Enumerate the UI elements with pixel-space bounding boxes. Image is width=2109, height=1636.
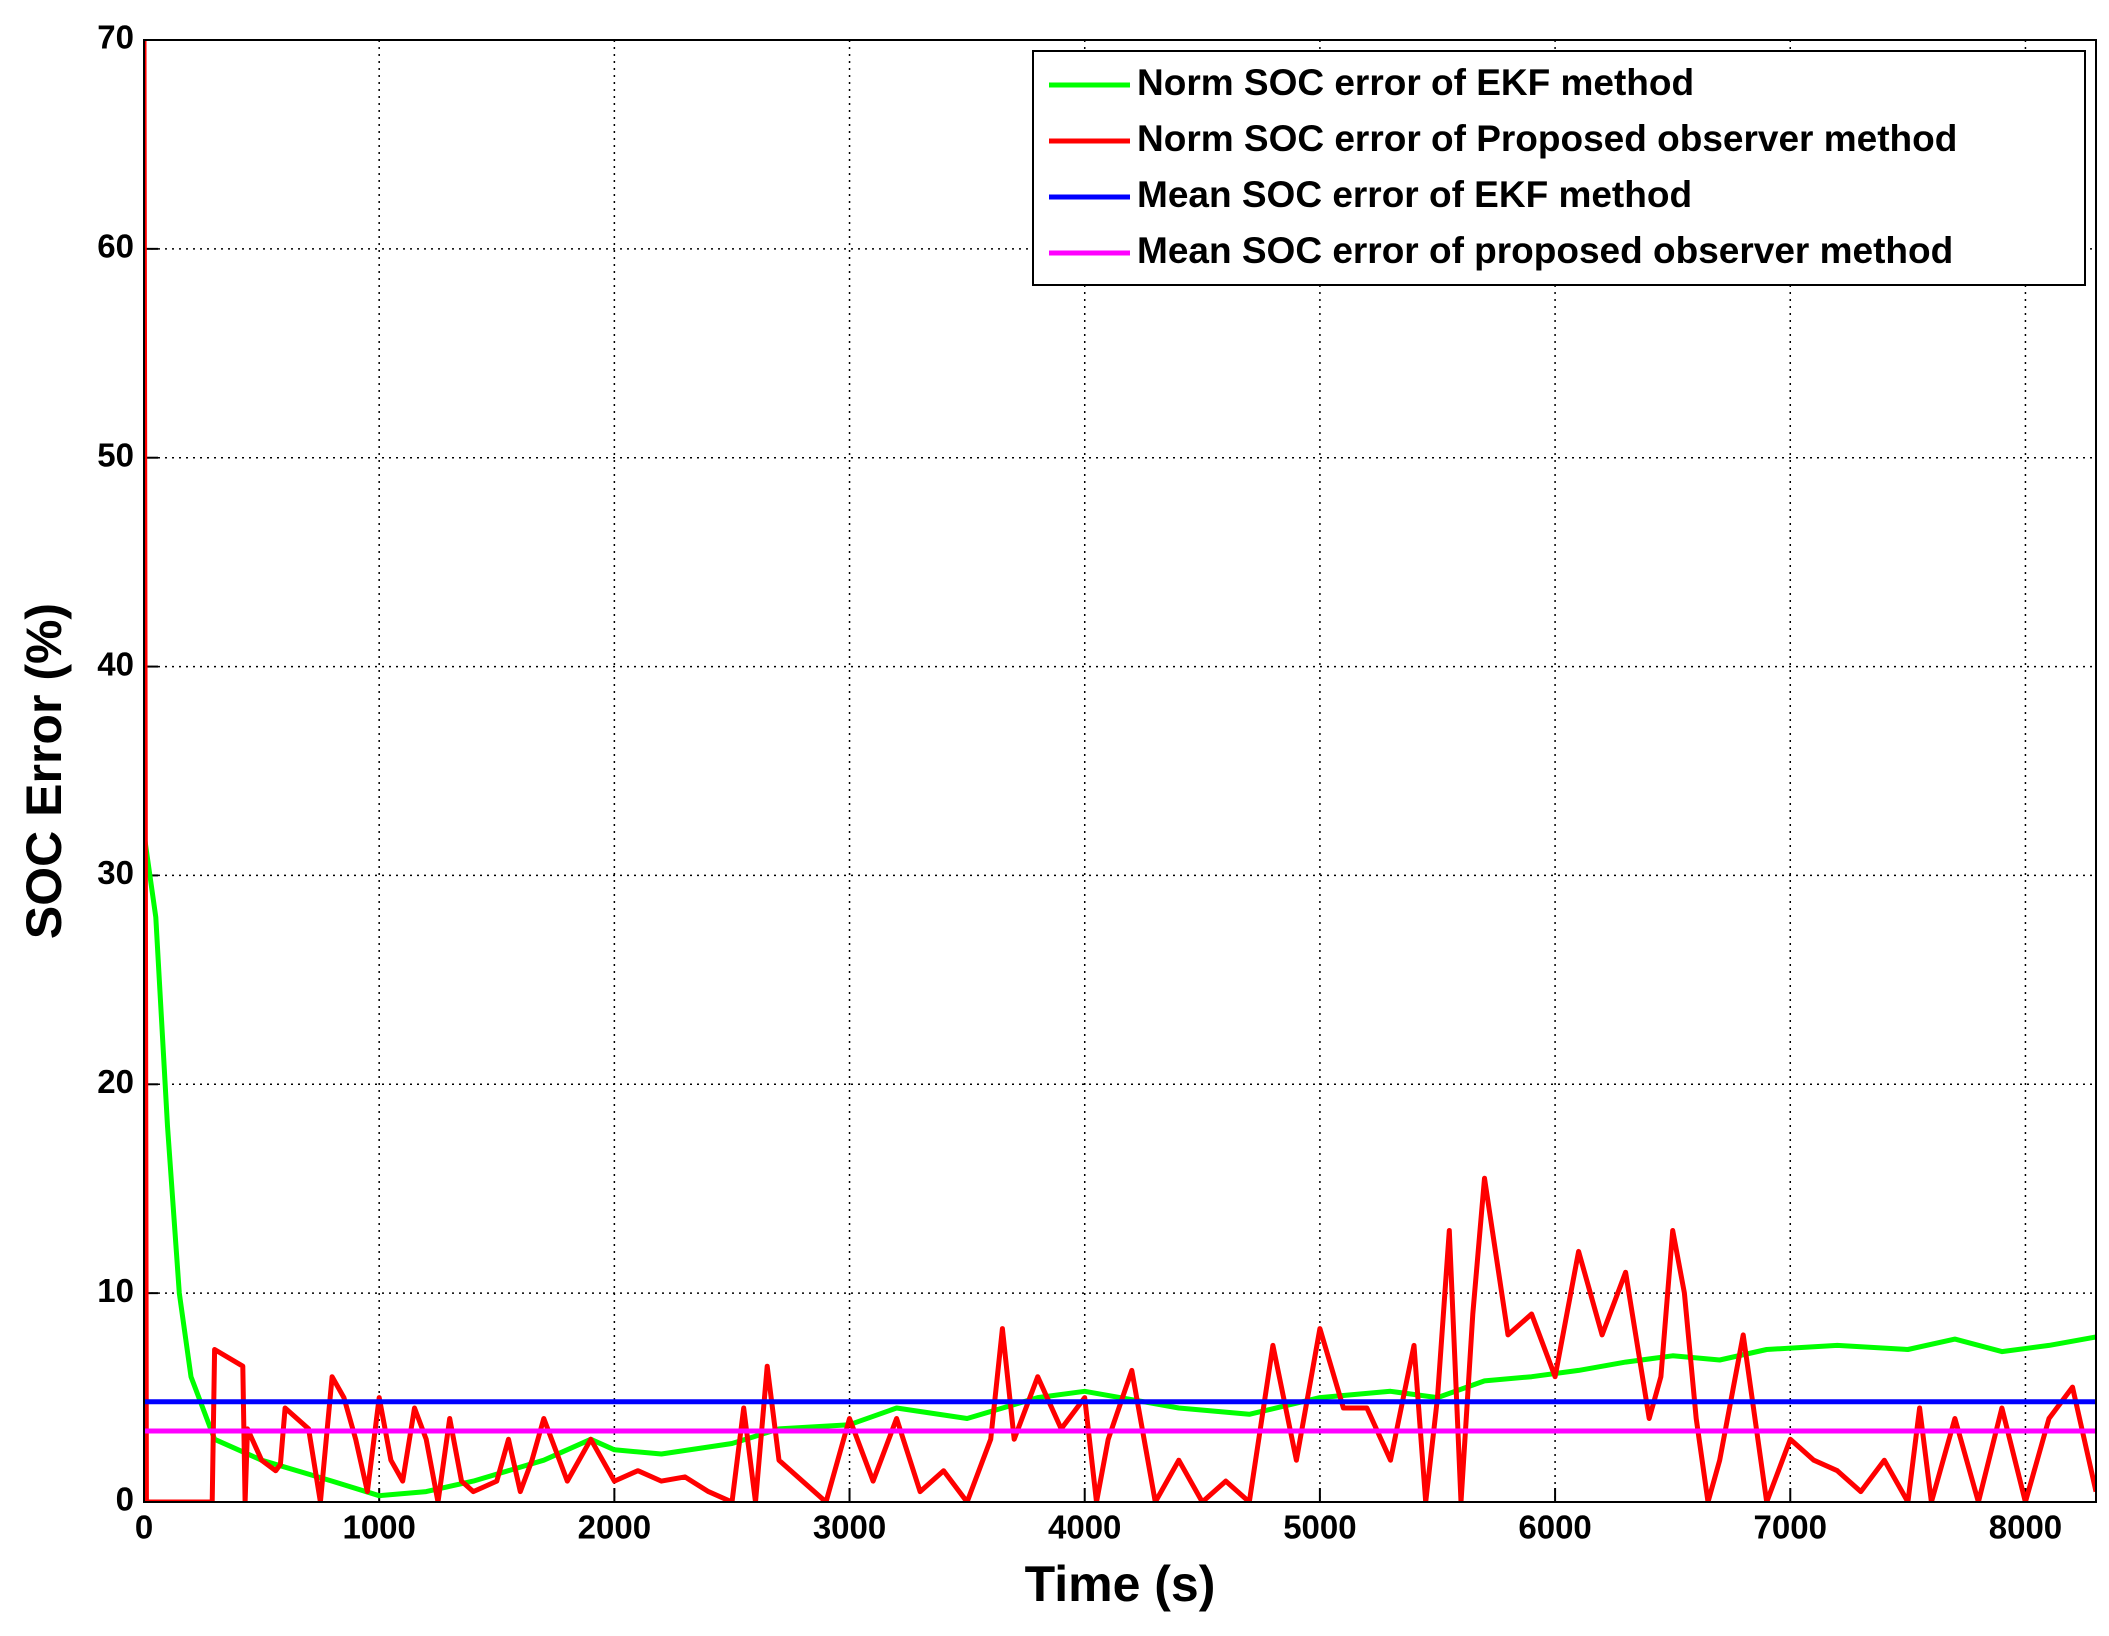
x-tick-label: 0 [135, 1509, 153, 1546]
legend-label: Mean SOC error of proposed observer meth… [1137, 230, 1953, 271]
x-tick-label: 4000 [1048, 1509, 1121, 1546]
y-tick-label: 20 [97, 1063, 134, 1100]
x-tick-label: 6000 [1518, 1509, 1591, 1546]
y-tick-label: 50 [97, 436, 134, 473]
x-tick-label: 2000 [578, 1509, 651, 1546]
y-tick-label: 0 [116, 1481, 134, 1518]
x-axis-label: Time (s) [1025, 1556, 1216, 1612]
y-tick-label: 40 [97, 645, 134, 682]
y-tick-label: 60 [97, 228, 134, 265]
legend-label: Mean SOC error of EKF method [1137, 174, 1692, 215]
legend-box [1032, 50, 2086, 286]
y-tick-label: 30 [97, 854, 134, 891]
x-tick-label: 5000 [1283, 1509, 1356, 1546]
x-tick-label: 7000 [1754, 1509, 1827, 1546]
y-axis-label: SOC Error (%) [16, 603, 72, 939]
x-tick-label: 1000 [342, 1509, 415, 1546]
legend-label: Norm SOC error of EKF method [1137, 62, 1694, 103]
axes-box [143, 39, 2097, 1503]
y-tick-label: 10 [97, 1272, 134, 1309]
series-line [144, 40, 2096, 1502]
legend-label: Norm SOC error of Proposed observer meth… [1137, 118, 1957, 159]
x-tick-label: 8000 [1989, 1509, 2062, 1546]
series-line [144, 833, 2096, 1499]
y-tick-label: 70 [97, 19, 134, 56]
x-tick-label: 3000 [813, 1509, 886, 1546]
